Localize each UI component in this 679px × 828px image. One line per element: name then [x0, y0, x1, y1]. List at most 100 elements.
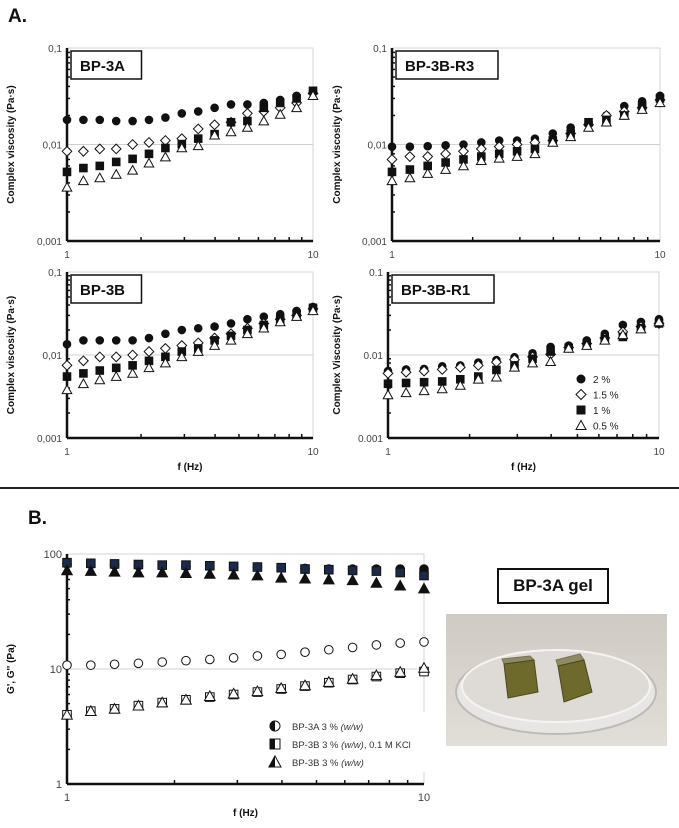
data-point	[126, 367, 139, 378]
data-point	[436, 363, 448, 375]
data-point	[394, 579, 407, 591]
panel-title: BP-3B	[80, 282, 125, 299]
data-point	[94, 143, 106, 155]
legend-marker	[576, 405, 586, 415]
data-point	[177, 325, 187, 335]
data-point	[227, 687, 240, 699]
data-point	[259, 103, 269, 113]
data-point	[404, 151, 416, 163]
series-3	[62, 637, 429, 670]
legend-marker-filled	[268, 754, 275, 768]
data-point	[209, 119, 221, 131]
data-point	[511, 150, 523, 161]
panel-title-box	[391, 274, 495, 304]
series-2	[60, 564, 431, 594]
y-tick-label: 0,1	[373, 44, 387, 55]
data-point	[394, 665, 407, 677]
data-point	[95, 161, 105, 171]
data-point	[161, 329, 170, 339]
y-tick-label: 0,1	[48, 268, 62, 279]
data-point	[252, 651, 263, 661]
legend-marker-square	[269, 738, 281, 750]
data-point	[208, 129, 221, 140]
legend-marker-circle	[269, 720, 281, 732]
data-point	[324, 644, 334, 655]
data-point	[404, 172, 416, 183]
data-point	[128, 154, 137, 164]
x-tick-label: 10	[654, 250, 666, 261]
data-point	[472, 359, 484, 371]
panel-title: BP-3B-R3	[405, 58, 474, 75]
data-point	[176, 142, 188, 153]
y-tick-label: 0,01	[43, 141, 63, 152]
data-point	[179, 693, 193, 705]
data-point	[241, 121, 254, 132]
data-point	[203, 567, 216, 579]
gel-cube-left	[501, 655, 539, 699]
data-point	[79, 336, 88, 345]
data-point	[440, 148, 452, 160]
data-point	[618, 109, 630, 120]
data-point	[307, 89, 319, 101]
data-point	[383, 379, 393, 389]
data-point	[457, 145, 469, 157]
data-point	[181, 655, 191, 666]
data-point	[77, 355, 89, 367]
series-5	[60, 661, 431, 720]
data-point	[192, 123, 204, 135]
y-tick-label: 0,01	[43, 351, 63, 362]
data-point	[395, 567, 406, 578]
data-point	[143, 136, 155, 148]
data-point	[84, 704, 97, 716]
data-point	[599, 334, 611, 345]
data-point	[156, 566, 169, 578]
data-point	[322, 573, 335, 585]
data-point	[654, 97, 666, 108]
data-point	[228, 653, 239, 663]
data-point	[243, 100, 252, 109]
data-point	[176, 351, 188, 362]
data-point	[457, 160, 470, 171]
data-point	[144, 115, 154, 125]
data-point	[144, 149, 154, 159]
y-tick-label: 0,01	[368, 141, 388, 152]
y-axis-label: Complex Viscosity (Pa·s)	[332, 295, 343, 414]
data-point	[324, 564, 334, 575]
legend-marker	[575, 388, 587, 401]
data-point	[298, 572, 312, 584]
data-point	[62, 660, 72, 670]
data-point	[582, 121, 595, 132]
data-point	[490, 371, 503, 382]
data-point	[370, 669, 383, 681]
data-point	[417, 661, 431, 673]
series-3	[61, 305, 319, 395]
legend-marker-triangle	[268, 754, 282, 768]
data-point	[225, 126, 237, 137]
data-point	[110, 370, 122, 381]
data-point	[86, 660, 96, 670]
x-tick-label: 10	[653, 447, 665, 458]
data-point	[454, 379, 466, 390]
section-a-label: A.	[8, 6, 27, 27]
data-point	[493, 152, 505, 163]
section-b-label: B.	[28, 508, 47, 529]
data-point	[159, 151, 172, 162]
data-point	[292, 94, 301, 103]
x-tick-label: 10	[307, 447, 319, 458]
y-axis-label: G', G'' (Pa)	[6, 644, 17, 694]
x-axis-label: f (Hz)	[511, 462, 536, 473]
data-point	[109, 659, 120, 670]
data-point	[275, 98, 285, 108]
data-point	[546, 347, 555, 356]
data-point	[275, 571, 288, 583]
data-point	[382, 367, 394, 379]
data-point	[419, 637, 429, 647]
panel-title: BP-3A	[80, 58, 125, 75]
data-point	[439, 163, 452, 174]
data-point	[243, 314, 252, 324]
data-point	[226, 117, 236, 127]
data-point	[418, 385, 430, 396]
series-2	[62, 86, 318, 177]
data-point	[94, 172, 106, 183]
